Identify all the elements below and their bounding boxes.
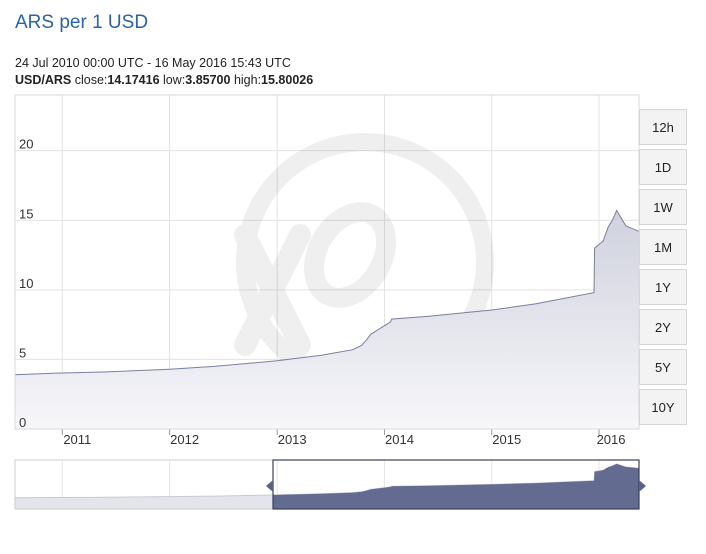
pair-label: USD/ARS	[15, 73, 72, 87]
y-axis: 0 5 10 15 20	[19, 137, 33, 430]
navigator[interactable]	[14, 459, 646, 510]
y-tick-label: 5	[19, 345, 26, 360]
x-axis: 2011 2012 2013 2014 2015 2016	[61, 429, 626, 447]
close-label: close:	[74, 73, 108, 87]
y-tick-label: 0	[19, 415, 26, 430]
timeframe-1d-button[interactable]: 1D	[639, 149, 687, 185]
timeframe-10y-button[interactable]: 10Y	[639, 389, 687, 425]
high-value: 15.80026	[261, 73, 314, 87]
price-stats: USD/ARS close:14.17416 low:3.85700 high:…	[15, 73, 313, 87]
close-value: 14.17416	[107, 73, 160, 87]
low-label: low:	[163, 73, 186, 87]
timeframe-1y-button[interactable]: 1Y	[639, 269, 687, 305]
x-tick-label: 2011	[63, 432, 91, 447]
navigator-right-handle[interactable]	[639, 480, 646, 492]
x-tick-label: 2012	[170, 432, 199, 447]
y-tick-label: 15	[19, 206, 33, 221]
x-tick-label: 2013	[278, 432, 307, 447]
high-label: high:	[233, 73, 262, 87]
timeframe-5y-button[interactable]: 5Y	[639, 349, 687, 385]
x-tick-label: 2016	[597, 432, 626, 447]
navigator-left-handle[interactable]	[266, 480, 273, 492]
y-tick-label: 10	[19, 276, 33, 291]
rate-line	[14, 209, 640, 376]
low-value: 3.85700	[185, 73, 231, 87]
timeframe-2y-button[interactable]: 2Y	[639, 309, 687, 345]
y-tick-label: 20	[19, 137, 33, 152]
date-range: 24 Jul 2010 00:00 UTC - 16 May 2016 15:4…	[15, 56, 291, 70]
navigator-area	[273, 463, 639, 509]
timeframe-1w-button[interactable]: 1W	[639, 189, 687, 225]
timeframe-12h-button[interactable]: 12h	[639, 109, 687, 145]
x-tick-label: 2014	[385, 432, 414, 447]
timeframe-1m-button[interactable]: 1M	[639, 229, 687, 265]
chart-title: ARS per 1 USD	[15, 12, 149, 33]
x-tick-label: 2015	[492, 432, 521, 447]
rate-area	[15, 210, 639, 429]
